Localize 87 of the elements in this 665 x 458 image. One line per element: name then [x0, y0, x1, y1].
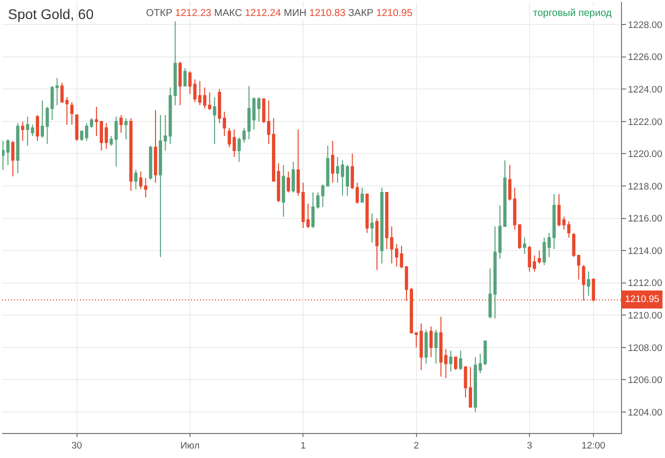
candlestick: [488, 268, 492, 319]
candlestick: [11, 140, 14, 177]
candlestick: [16, 122, 20, 174]
candlestick: [75, 114, 78, 142]
y-tick-label: 1206.00: [628, 375, 662, 386]
annotation: МАКС: [214, 8, 242, 19]
x-tick-label: 1: [300, 440, 306, 452]
candlestick: [464, 366, 468, 398]
x-tick-label: 3: [526, 440, 532, 452]
candlestick: [94, 106, 98, 136]
candlestick: [434, 329, 438, 364]
candlestick: [129, 118, 133, 192]
annotation: МИН: [284, 8, 307, 19]
candlestick: [119, 114, 123, 134]
y-tick-label: 1204.00: [628, 407, 662, 418]
candlestick: [21, 120, 24, 142]
candlestick: [503, 160, 506, 227]
x-tick-label: Июл: [180, 440, 200, 452]
candlestick: [336, 156, 340, 184]
y-tick-label: 1228.00: [628, 20, 662, 31]
candlestick: [65, 96, 69, 126]
candlestick: [247, 85, 251, 140]
candlestick: [286, 170, 290, 193]
candlestick: [370, 212, 374, 244]
candlestick: [212, 96, 216, 145]
candlestick: [124, 118, 128, 140]
candlestick: [188, 70, 192, 95]
candlestick: [154, 110, 158, 184]
candlestick: [424, 329, 428, 364]
candlestick: [36, 114, 40, 142]
candlestick: [458, 350, 462, 371]
y-tick-label: 1220.00: [628, 149, 662, 160]
annotation: ОТКР: [146, 8, 173, 19]
candlestick: [468, 366, 472, 408]
candlestick: [454, 356, 458, 371]
candlestick: [400, 245, 404, 269]
x-tick-label: 12:00: [582, 440, 606, 452]
candlestick: [331, 140, 334, 184]
candlestick: [311, 192, 315, 228]
candlestick: [522, 237, 526, 254]
candlestick: [360, 187, 364, 203]
y-tick-label: 1208.00: [628, 342, 662, 354]
candlestick: [276, 162, 280, 203]
y-tick-label: 1216.00: [628, 214, 662, 225]
candlestick: [282, 164, 286, 218]
candlestick: [26, 116, 30, 146]
candlestick: [148, 145, 152, 180]
candlestick: [365, 194, 369, 234]
annotation: 1212.24: [244, 8, 282, 19]
annotation: ЗАКР: [348, 8, 374, 19]
candlestick: [70, 102, 74, 126]
candlestick: [292, 161, 295, 193]
candlestick: [6, 138, 10, 166]
candlestick: [340, 160, 344, 196]
y-tick-label: 1226.00: [628, 52, 662, 64]
candlestick: [60, 82, 64, 103]
candlestick: [222, 111, 226, 136]
candlestick: [375, 218, 379, 270]
annotation: 1210.83: [309, 8, 346, 19]
candlestick: [528, 245, 532, 272]
y-tick-label: 1210.00: [628, 310, 662, 322]
y-tick-label: 1218.00: [628, 181, 662, 192]
candlestick: [183, 68, 187, 86]
candlestick: [380, 187, 384, 264]
x-tick-label: 30: [72, 440, 82, 452]
annotation: торговый период: [533, 8, 612, 19]
annotation: 1210.95: [376, 8, 413, 19]
candlestick: [493, 226, 497, 319]
candlestick: [449, 350, 452, 372]
x-tick-label: 2: [414, 440, 419, 452]
y-tick-label: 1212.00: [628, 278, 662, 290]
chart-title: Spot Gold, 60: [8, 6, 94, 22]
y-tick-label: 1222.00: [628, 116, 662, 128]
candlestick: [586, 271, 590, 296]
candlestick: [2, 140, 5, 170]
candlestick: [134, 169, 138, 190]
annotation: 1212.23: [175, 8, 212, 19]
candlestick: [346, 164, 350, 196]
ref-line-label: 1210.95: [625, 294, 660, 305]
candlestick: [218, 88, 222, 124]
y-tick-label: 1214.00: [628, 246, 662, 257]
candlestick: [178, 61, 182, 106]
y-tick-label: 1224.00: [628, 84, 662, 96]
candlestick: [429, 326, 433, 358]
candlestick: [557, 194, 561, 227]
candlestick: [30, 124, 34, 136]
candlestick: [498, 204, 502, 260]
